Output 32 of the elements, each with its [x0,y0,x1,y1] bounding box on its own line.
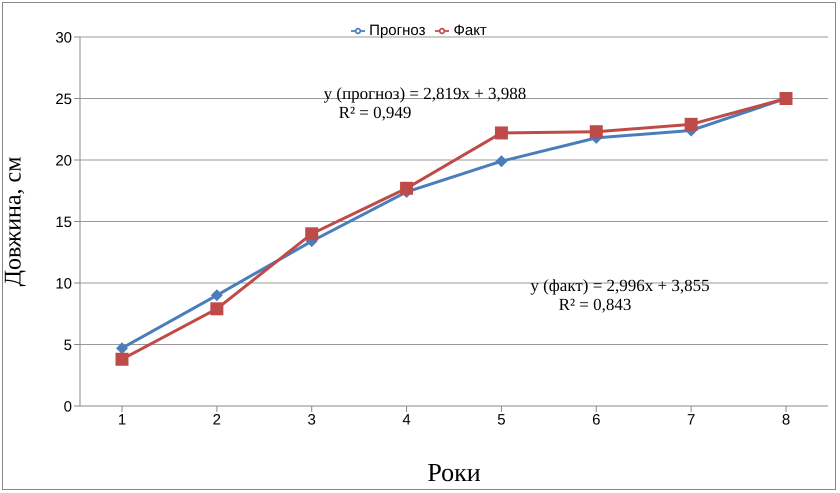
y-tick-label: 25 [55,90,72,108]
legend-label: Факт [453,22,487,39]
x-tick-label: 3 [308,412,316,429]
x-tick-label: 4 [402,412,411,429]
x-axis-title: Роки [427,458,481,487]
point [116,352,128,366]
point [210,289,223,302]
annotation: R² = 0,843 [558,295,632,315]
x-tick-label: 5 [497,412,506,429]
annotation: R² = 0,949 [338,103,412,123]
y-tick-label: 5 [64,336,72,354]
x-tick-label: 6 [592,412,600,429]
point [684,118,698,131]
y-tick-label: 10 [55,275,72,292]
annotation: y (факт) = 2,996x + 3,855 [529,276,711,296]
x-tick-label: 8 [782,412,790,429]
annotation: y (прогноз) = 2,819x + 3,988 [322,84,528,104]
point [116,342,128,354]
y-tick-label: 15 [55,214,72,231]
y-tick-label: 0 [64,398,72,416]
point [494,126,508,140]
y-tick-label: 30 [55,29,72,46]
x-tick-label: 2 [212,412,222,429]
point [495,155,508,168]
point [305,227,318,240]
y-axis-title: Довжина, см [0,156,27,286]
point [590,125,603,138]
x-tick-label: 7 [686,412,696,429]
point [210,302,224,316]
legend-label: Прогноз [369,22,426,39]
y-tick-label: 20 [55,152,72,170]
x-tick-label: 1 [118,412,126,429]
